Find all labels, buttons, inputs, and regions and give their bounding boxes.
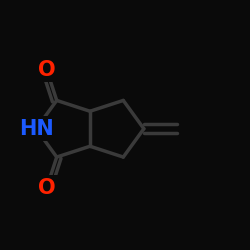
Text: O: O: [38, 60, 56, 80]
Text: HN: HN: [19, 119, 54, 139]
Text: O: O: [38, 178, 56, 198]
